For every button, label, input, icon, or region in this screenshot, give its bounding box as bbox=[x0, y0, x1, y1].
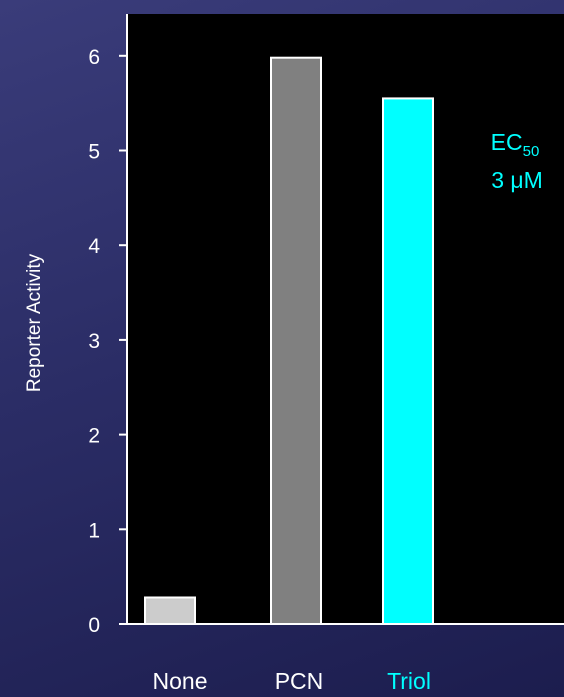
y-axis-label: Reporter Activity bbox=[24, 253, 45, 392]
y-tick-label: 4 bbox=[88, 235, 100, 258]
category-label-pcn: PCN bbox=[275, 668, 324, 694]
y-tick-label: 1 bbox=[88, 519, 100, 542]
plot-area bbox=[127, 14, 564, 624]
bar-pcn bbox=[270, 56, 322, 626]
annotation-line1: EC50 bbox=[491, 129, 540, 160]
category-label-none: None bbox=[153, 668, 208, 694]
y-tick-label: 6 bbox=[88, 46, 100, 69]
y-tick-label: 2 bbox=[88, 425, 100, 448]
category-label-triol: Triol bbox=[387, 668, 431, 694]
annotation-ec-text: EC bbox=[491, 129, 523, 155]
y-tick-label: 0 bbox=[88, 614, 100, 637]
ec50-annotation: EC50 3 μM bbox=[491, 129, 543, 193]
bar-triol bbox=[382, 97, 434, 626]
bar-none bbox=[144, 596, 196, 626]
y-tick-label: 3 bbox=[88, 330, 100, 353]
y-tick-label: 5 bbox=[88, 141, 100, 164]
annotation-line2: 3 μM bbox=[491, 167, 543, 193]
annotation-subscript: 50 bbox=[523, 143, 540, 160]
